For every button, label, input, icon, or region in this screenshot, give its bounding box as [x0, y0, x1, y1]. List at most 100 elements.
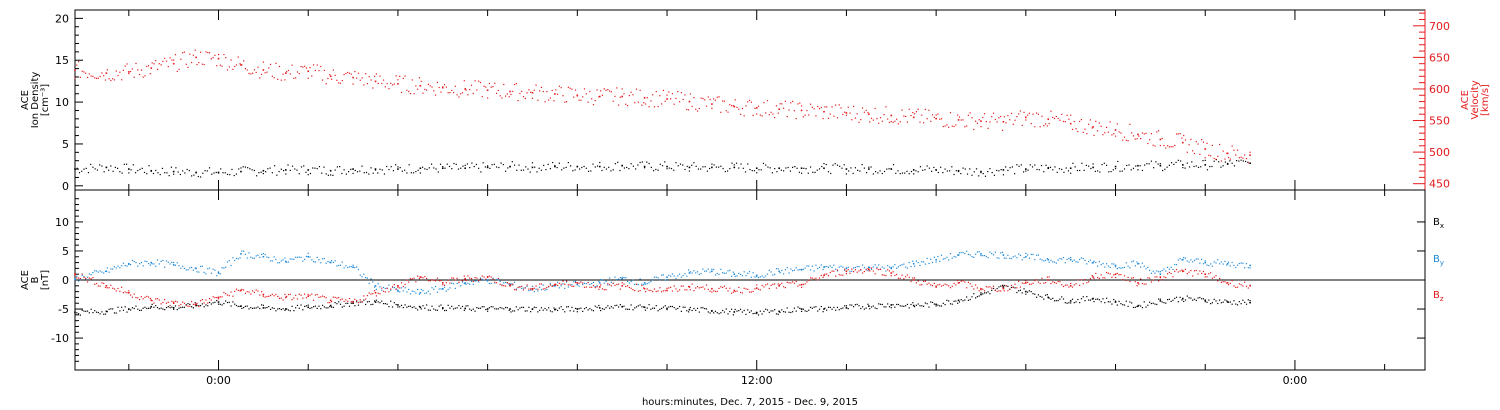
- velocity-sample: [1062, 120, 1065, 123]
- by-sample: [164, 266, 166, 268]
- by-sample: [953, 255, 955, 258]
- bx-sample: [1010, 286, 1013, 289]
- bx-sample: [955, 300, 957, 302]
- legend-entry-name: B: [1433, 290, 1440, 301]
- ion-density-sample: [614, 163, 617, 165]
- bx-sample: [330, 306, 333, 308]
- bx-point: [1002, 286, 1005, 288]
- velocity-sample: [460, 93, 462, 95]
- by-point: [195, 267, 197, 270]
- ion-density-sample: [596, 165, 599, 167]
- ion-density-sample: [482, 162, 484, 164]
- ion-density-sample: [964, 168, 966, 170]
- bz-sample: [1177, 271, 1179, 273]
- ion-density-sample: [303, 165, 305, 167]
- bz-sample: [1066, 284, 1068, 286]
- bx-sample: [124, 306, 126, 308]
- velocity-sample: [106, 69, 108, 71]
- bz-sample: [1175, 269, 1178, 271]
- ion-density-point: [1249, 162, 1251, 165]
- bx-sample: [983, 292, 986, 294]
- bz-sample: [1147, 277, 1149, 279]
- bx-sample: [548, 307, 550, 309]
- bx-sample: [745, 313, 747, 316]
- bz-point: [957, 282, 960, 284]
- bz-sample: [881, 274, 883, 276]
- velocity-sample: [914, 113, 916, 115]
- by-sample: [738, 272, 740, 275]
- ion-density-sample: [1081, 162, 1083, 164]
- bx-sample: [1030, 291, 1032, 293]
- bz-sample: [463, 275, 465, 277]
- bx-sample: [944, 304, 946, 306]
- by-sample: [223, 267, 225, 269]
- ion-density-point: [374, 168, 377, 170]
- by-sample: [1125, 262, 1127, 264]
- by-sample: [739, 273, 742, 275]
- velocity-point: [352, 76, 354, 79]
- bx-sample: [919, 305, 921, 307]
- bz-sample: [777, 283, 779, 285]
- bz-sample: [1088, 281, 1090, 283]
- bx-sample: [126, 311, 128, 313]
- ion-density-sample: [262, 173, 264, 175]
- ion-density-sample: [924, 169, 926, 171]
- velocity-sample: [779, 103, 781, 105]
- ion-density-sample: [919, 166, 922, 168]
- ion-density-sample: [881, 172, 883, 175]
- bz-sample: [1204, 276, 1206, 278]
- bz-sample: [707, 288, 709, 291]
- velocity-sample: [698, 107, 700, 110]
- bz-sample: [149, 297, 151, 300]
- bz-sample: [140, 296, 142, 298]
- by-sample: [827, 266, 830, 268]
- velocity-sample: [1052, 116, 1054, 119]
- ion-density-sample: [682, 164, 684, 166]
- ion-density-point: [1069, 167, 1072, 170]
- bx-point: [172, 307, 175, 309]
- by-sample: [1073, 259, 1075, 261]
- by-sample: [535, 288, 537, 290]
- by-sample: [779, 272, 781, 274]
- bz-sample: [930, 284, 932, 286]
- bz-sample: [147, 296, 150, 298]
- velocity-sample: [192, 54, 195, 56]
- velocity-point: [486, 89, 489, 92]
- bx-sample: [1202, 298, 1205, 300]
- velocity-sample: [1095, 120, 1097, 122]
- velocity-sample: [1181, 137, 1183, 139]
- velocity-sample: [616, 87, 618, 89]
- bz-sample: [187, 305, 189, 307]
- bx-sample: [503, 308, 505, 310]
- velocity-sample: [1066, 114, 1068, 116]
- by-point: [1204, 261, 1207, 264]
- bz-sample: [940, 285, 943, 287]
- velocity-sample: [1019, 110, 1022, 112]
- bz-sample: [339, 299, 342, 301]
- ion-density-sample: [1067, 170, 1070, 172]
- bx-point: [823, 308, 825, 310]
- ion-density-sample: [857, 169, 859, 171]
- by-sample: [490, 282, 492, 284]
- bz-sample: [126, 292, 128, 294]
- bz-sample: [960, 280, 962, 282]
- bz-sample: [257, 290, 259, 292]
- velocity-sample: [311, 75, 313, 77]
- by-sample: [775, 268, 778, 270]
- ion-density-sample: [285, 173, 287, 175]
- by-sample: [614, 276, 616, 278]
- bx-sample: [1154, 303, 1156, 305]
- ion-density-sample: [397, 166, 399, 168]
- bz-sample: [194, 304, 196, 306]
- bx-sample: [1249, 299, 1251, 302]
- ion-density-sample: [460, 167, 462, 169]
- bz-sample: [863, 270, 865, 273]
- velocity-sample: [609, 90, 611, 92]
- bx-point: [352, 302, 354, 305]
- bx-sample: [112, 308, 114, 310]
- bx-sample: [826, 309, 828, 311]
- velocity-sample: [1035, 112, 1038, 114]
- by-sample: [670, 275, 672, 277]
- legend-entry-bz: Bz: [1433, 290, 1444, 303]
- velocity-sample: [390, 82, 392, 84]
